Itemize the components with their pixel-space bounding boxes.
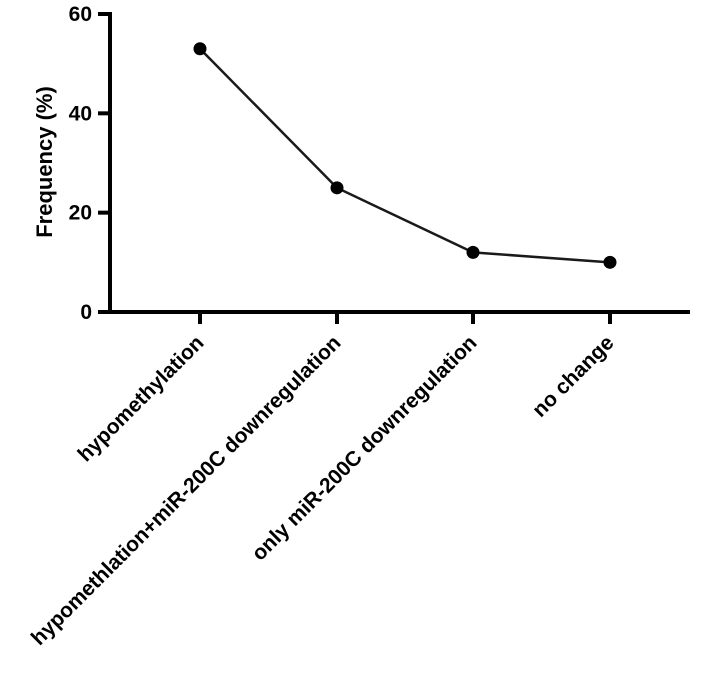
series-line (199, 47, 611, 264)
data-point (193, 42, 207, 56)
y-tick-label: 0 (80, 301, 92, 324)
x-category-label: only miR-200C downregulation (247, 331, 481, 565)
y-axis-title: Frequency (%) (32, 86, 57, 238)
x-category-label: hypomethlation+miR-200C downregulation (27, 331, 346, 650)
data-point (466, 245, 480, 259)
data-point (330, 181, 344, 195)
x-category-label: hypomethylation (73, 331, 208, 466)
x-axis-ticks (198, 312, 612, 324)
data-series (193, 42, 617, 269)
data-point (603, 255, 617, 269)
x-category-label: no change (528, 331, 619, 422)
y-axis-ticks: 0 20 40 60 (69, 3, 110, 324)
y-tick-label: 60 (69, 3, 92, 26)
y-tick-label: 20 (69, 202, 92, 225)
y-tick-label: 40 (69, 102, 92, 125)
axes (108, 12, 690, 314)
